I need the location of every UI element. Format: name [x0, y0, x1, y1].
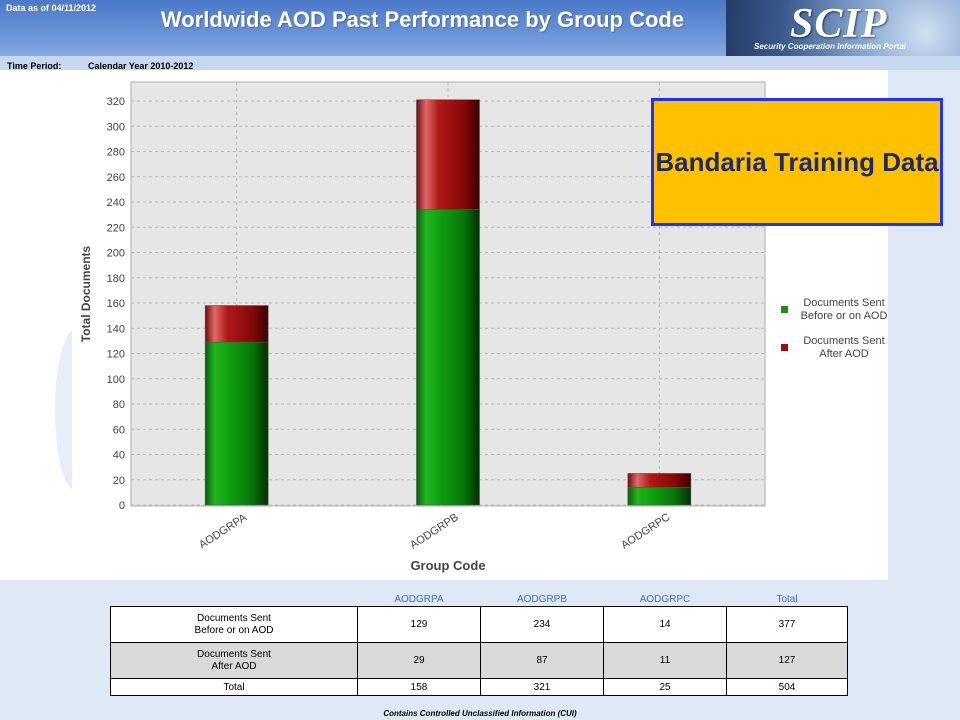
- table-header-row: AODGRPA AODGRPB AODGRPC Total: [111, 592, 848, 607]
- table-cell: 25: [603, 678, 727, 696]
- summary-table: AODGRPA AODGRPB AODGRPC Total Documents …: [110, 592, 848, 696]
- x-tick-label: AODGRPC: [619, 511, 672, 551]
- bar-aodgrpa-series-1: [204, 341, 269, 506]
- y-tick-label: 40: [113, 450, 125, 462]
- table-row-label: Total: [110, 678, 358, 696]
- table-cell: 129: [357, 606, 481, 643]
- table-header-blank: [111, 592, 358, 607]
- legend-swatch: [781, 344, 788, 351]
- y-tick-label: 120: [107, 349, 125, 361]
- page-title: Worldwide AOD Past Performance by Group …: [160, 7, 685, 32]
- table-cell: 29: [357, 642, 481, 679]
- y-tick-label: 240: [107, 197, 125, 209]
- table-header-cell: AODGRPA: [394, 593, 444, 605]
- x-axis-label: Group Code: [410, 558, 485, 573]
- table-row-label: Documents Sent Before or on AOD: [110, 606, 358, 643]
- table-row: Documents Sent Before or on AOD 129 234 …: [110, 606, 848, 643]
- y-tick-label: 0: [119, 500, 125, 512]
- y-tick-label: 180: [107, 273, 125, 285]
- x-tick-label: AODGRPB: [408, 511, 461, 551]
- legend-swatch: [781, 306, 788, 313]
- table-cell: 11: [603, 642, 727, 679]
- table-row-label: Documents Sent After AOD: [110, 642, 358, 679]
- y-tick-label: 220: [107, 222, 125, 234]
- y-tick-label: 200: [107, 248, 125, 260]
- y-tick-label: 280: [107, 147, 125, 159]
- bandaria-training-callout: Bandaria Training Data: [651, 98, 943, 226]
- table-cell: 127: [726, 642, 848, 679]
- table-header-cell: AODGRPB: [516, 593, 567, 605]
- table-cell: 377: [726, 606, 848, 643]
- left-white-panel: [0, 70, 72, 580]
- table-cell: 14: [603, 606, 727, 643]
- table-cell: 321: [480, 678, 604, 696]
- y-tick-label: 160: [107, 298, 125, 310]
- table-cell: 87: [480, 642, 604, 679]
- y-tick-label: 300: [107, 121, 125, 133]
- time-period-label: Time Period:: [7, 61, 62, 71]
- y-tick-label: 80: [113, 399, 125, 411]
- y-tick-label: 100: [107, 374, 125, 386]
- chart-legend: Documents Sent Before or on AOD Documents …: [781, 297, 887, 360]
- table-row: Total 158 321 25 504: [110, 678, 848, 696]
- header-strip: [0, 56, 960, 70]
- bar-aodgrpc-series-1: [627, 487, 692, 506]
- bar-aodgrpb-series-2: [416, 99, 480, 210]
- scip-logo: [726, 0, 960, 56]
- table-header-cell: AODGRPC: [639, 593, 691, 605]
- bar-aodgrpa-series-2: [204, 305, 269, 343]
- bar-aodgrpc-series-2: [627, 473, 692, 488]
- legend-entry-label: Documents Sent After AOD: [803, 335, 884, 360]
- scip-logo-subtitle: Security Cooperation Information Portal: [754, 42, 907, 51]
- table-header-cell: Total: [776, 593, 798, 605]
- table-cell: 234: [480, 606, 604, 643]
- table-row: Documents Sent After AOD 29 87 11 127: [110, 642, 848, 679]
- table-cell: 504: [726, 678, 848, 696]
- time-period-value: Calendar Year 2010-2012: [88, 61, 194, 71]
- y-tick-label: 60: [113, 424, 125, 436]
- y-axis-label: Total Documents: [79, 245, 93, 342]
- legend-entry-label: Documents Sent Before or on AOD: [801, 297, 888, 322]
- x-tick-label: AODGRPA: [197, 511, 250, 551]
- table-cell: 158: [357, 678, 481, 696]
- scip-logo-text: SCIP: [790, 1, 888, 47]
- y-tick-label: 140: [107, 323, 125, 335]
- y-tick-label: 320: [107, 96, 125, 108]
- cui-footer-note: Contains Controlled Unclassified Informa…: [383, 709, 577, 718]
- data-as-of-text: Data as of 04/11/2012: [6, 3, 97, 13]
- y-tick-label: 20: [113, 475, 125, 487]
- y-tick-label: 260: [107, 172, 125, 184]
- bar-aodgrpb-series-1: [416, 209, 480, 506]
